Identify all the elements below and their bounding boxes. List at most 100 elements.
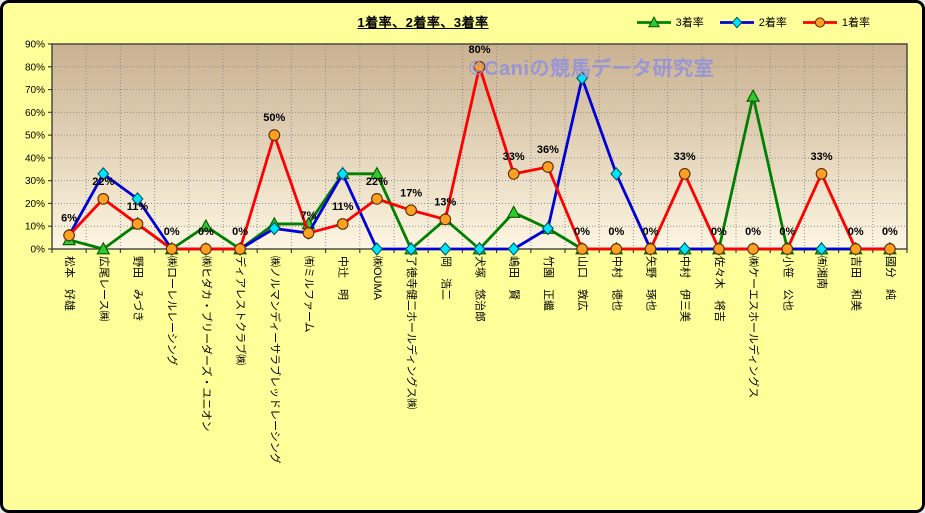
circle-marker bbox=[713, 243, 725, 255]
legend-item-label: 3着率 bbox=[675, 17, 704, 29]
data-label: 0% bbox=[232, 226, 248, 238]
circle-marker bbox=[63, 229, 75, 242]
diamond-marker bbox=[678, 242, 691, 256]
data-label: 0% bbox=[848, 226, 864, 238]
data-label: 33% bbox=[810, 151, 832, 163]
x-axis-label: 竹園 正繼 bbox=[541, 256, 554, 311]
data-label: 0% bbox=[643, 226, 659, 238]
y-axis-label: 30% bbox=[25, 176, 45, 187]
circle-marker bbox=[131, 218, 144, 230]
diamond-marker bbox=[439, 242, 452, 256]
y-axis-label: 60% bbox=[25, 108, 45, 119]
y-axis-label: 90% bbox=[25, 40, 45, 51]
diamond-marker bbox=[541, 221, 554, 236]
diamond-marker bbox=[97, 167, 110, 181]
x-axis-label: ㈱OUMA bbox=[370, 256, 383, 300]
diamond-marker bbox=[131, 192, 144, 206]
series-markers-2 bbox=[63, 60, 896, 255]
data-label: 33% bbox=[503, 151, 525, 163]
x-axis-label: 中村 伊三美 bbox=[678, 256, 691, 322]
line-chart: 0% 10% 20% 30% 40% 50% 60% 70% 80% 90% 6% 22% 11% 0% 0… bbox=[25, 40, 908, 256]
data-label: 0% bbox=[882, 226, 898, 238]
circle-marker bbox=[678, 167, 691, 180]
data-label: 33% bbox=[674, 151, 696, 163]
data-label: 0% bbox=[745, 226, 761, 238]
y-axis-label: 50% bbox=[25, 131, 45, 142]
data-label: 11% bbox=[332, 201, 354, 213]
x-axis-label: 犬塚 悠治郎 bbox=[473, 256, 486, 322]
chart-title: 1着率、2着率、3着率 bbox=[357, 15, 489, 30]
x-axis-label: 國分 純 bbox=[883, 256, 896, 300]
x-axis-label: 嶋田 賢 bbox=[507, 256, 520, 300]
y-axis-label: 40% bbox=[25, 153, 45, 164]
x-axis-label: 中村 徳也 bbox=[610, 256, 623, 311]
x-axis-label: 佐々木 将吉 bbox=[712, 256, 725, 322]
triangle-marker bbox=[198, 218, 213, 232]
data-labels: 6% 22% 11% 0% 0% 0% 50% 7% 11% 22% 17% 13% 80% 33% 36%… bbox=[61, 44, 898, 238]
diamond-marker bbox=[473, 242, 486, 256]
circle-marker bbox=[507, 167, 520, 180]
circle-marker bbox=[610, 243, 623, 255]
watermark: ©Caniの競馬データ研究室 bbox=[469, 58, 715, 80]
circle-marker bbox=[371, 193, 383, 205]
circle-marker bbox=[576, 243, 588, 255]
diamond-marker bbox=[576, 71, 589, 85]
circle-marker bbox=[473, 60, 486, 73]
x-axis-label: 広尾レース㈱ bbox=[97, 256, 110, 322]
y-axis-label: 80% bbox=[25, 62, 45, 73]
x-axis-label: 了徳寺健二ホールディングス㈱ bbox=[405, 256, 418, 410]
x-axis-label: 吉田 和美 bbox=[849, 256, 862, 311]
diamond-marker bbox=[370, 242, 383, 256]
x-axis-label: ㈱ケーエスホールディングス bbox=[747, 256, 760, 399]
diamond-marker bbox=[336, 167, 349, 181]
data-label: 11% bbox=[127, 201, 149, 213]
x-axis-label: 中辻 明 bbox=[336, 256, 349, 300]
circle-marker bbox=[200, 243, 212, 255]
circle-marker bbox=[234, 243, 246, 255]
circle-marker bbox=[781, 243, 794, 255]
y-axis-label: 10% bbox=[25, 222, 45, 233]
circle-marker bbox=[165, 243, 178, 255]
triangle-marker bbox=[746, 89, 761, 102]
circle-marker bbox=[97, 193, 110, 205]
x-axis-label: ㈲湘南 bbox=[815, 256, 828, 289]
data-label: 36% bbox=[537, 144, 559, 156]
data-label: 17% bbox=[400, 187, 422, 199]
y-axis-label: 70% bbox=[25, 85, 45, 96]
circle-marker bbox=[302, 227, 315, 239]
x-axis-label: 矢野 琢也 bbox=[644, 256, 657, 311]
data-label: 0% bbox=[711, 226, 727, 238]
data-label: 13% bbox=[434, 196, 456, 208]
circle-marker bbox=[849, 243, 862, 255]
data-label: 0% bbox=[164, 226, 180, 238]
circle-marker bbox=[644, 243, 657, 255]
y-axis-label: 20% bbox=[25, 199, 45, 210]
y-axis-label: 0% bbox=[31, 245, 46, 256]
data-label: 7% bbox=[301, 210, 317, 222]
circle-marker bbox=[268, 129, 281, 141]
diamond-marker bbox=[268, 221, 281, 236]
diamond-marker bbox=[815, 242, 828, 256]
circle-marker bbox=[542, 161, 554, 173]
data-label: 6% bbox=[61, 212, 77, 224]
legend-item-label: 2着率 bbox=[758, 17, 787, 29]
diamond-marker bbox=[405, 242, 418, 256]
circle-marker bbox=[405, 204, 417, 217]
circle-marker bbox=[815, 167, 828, 180]
data-label: 0% bbox=[574, 226, 590, 238]
data-label: 22% bbox=[92, 176, 114, 188]
x-axis-label: ディアレストクラブ㈱ bbox=[234, 256, 247, 366]
x-axis-label: 野田 みづき bbox=[131, 256, 144, 322]
legend-item-1着率: 1着率 bbox=[802, 14, 870, 30]
circle-marker bbox=[336, 218, 349, 230]
circle-marker bbox=[747, 243, 759, 255]
x-axis-label: ㈱ノルマンディーサラブレッドレーシング bbox=[268, 256, 281, 464]
x-axis-label: ㈱ヒダカ・ブリーダーズ・ユニオン bbox=[199, 256, 212, 432]
legend: 3着率 2着率 1着率 bbox=[636, 14, 870, 30]
diamond-marker bbox=[507, 242, 520, 256]
data-label: 80% bbox=[468, 44, 490, 56]
data-label: 0% bbox=[608, 226, 624, 238]
data-label: 22% bbox=[366, 176, 388, 188]
x-axis-label: 山口 敦広 bbox=[576, 256, 589, 311]
